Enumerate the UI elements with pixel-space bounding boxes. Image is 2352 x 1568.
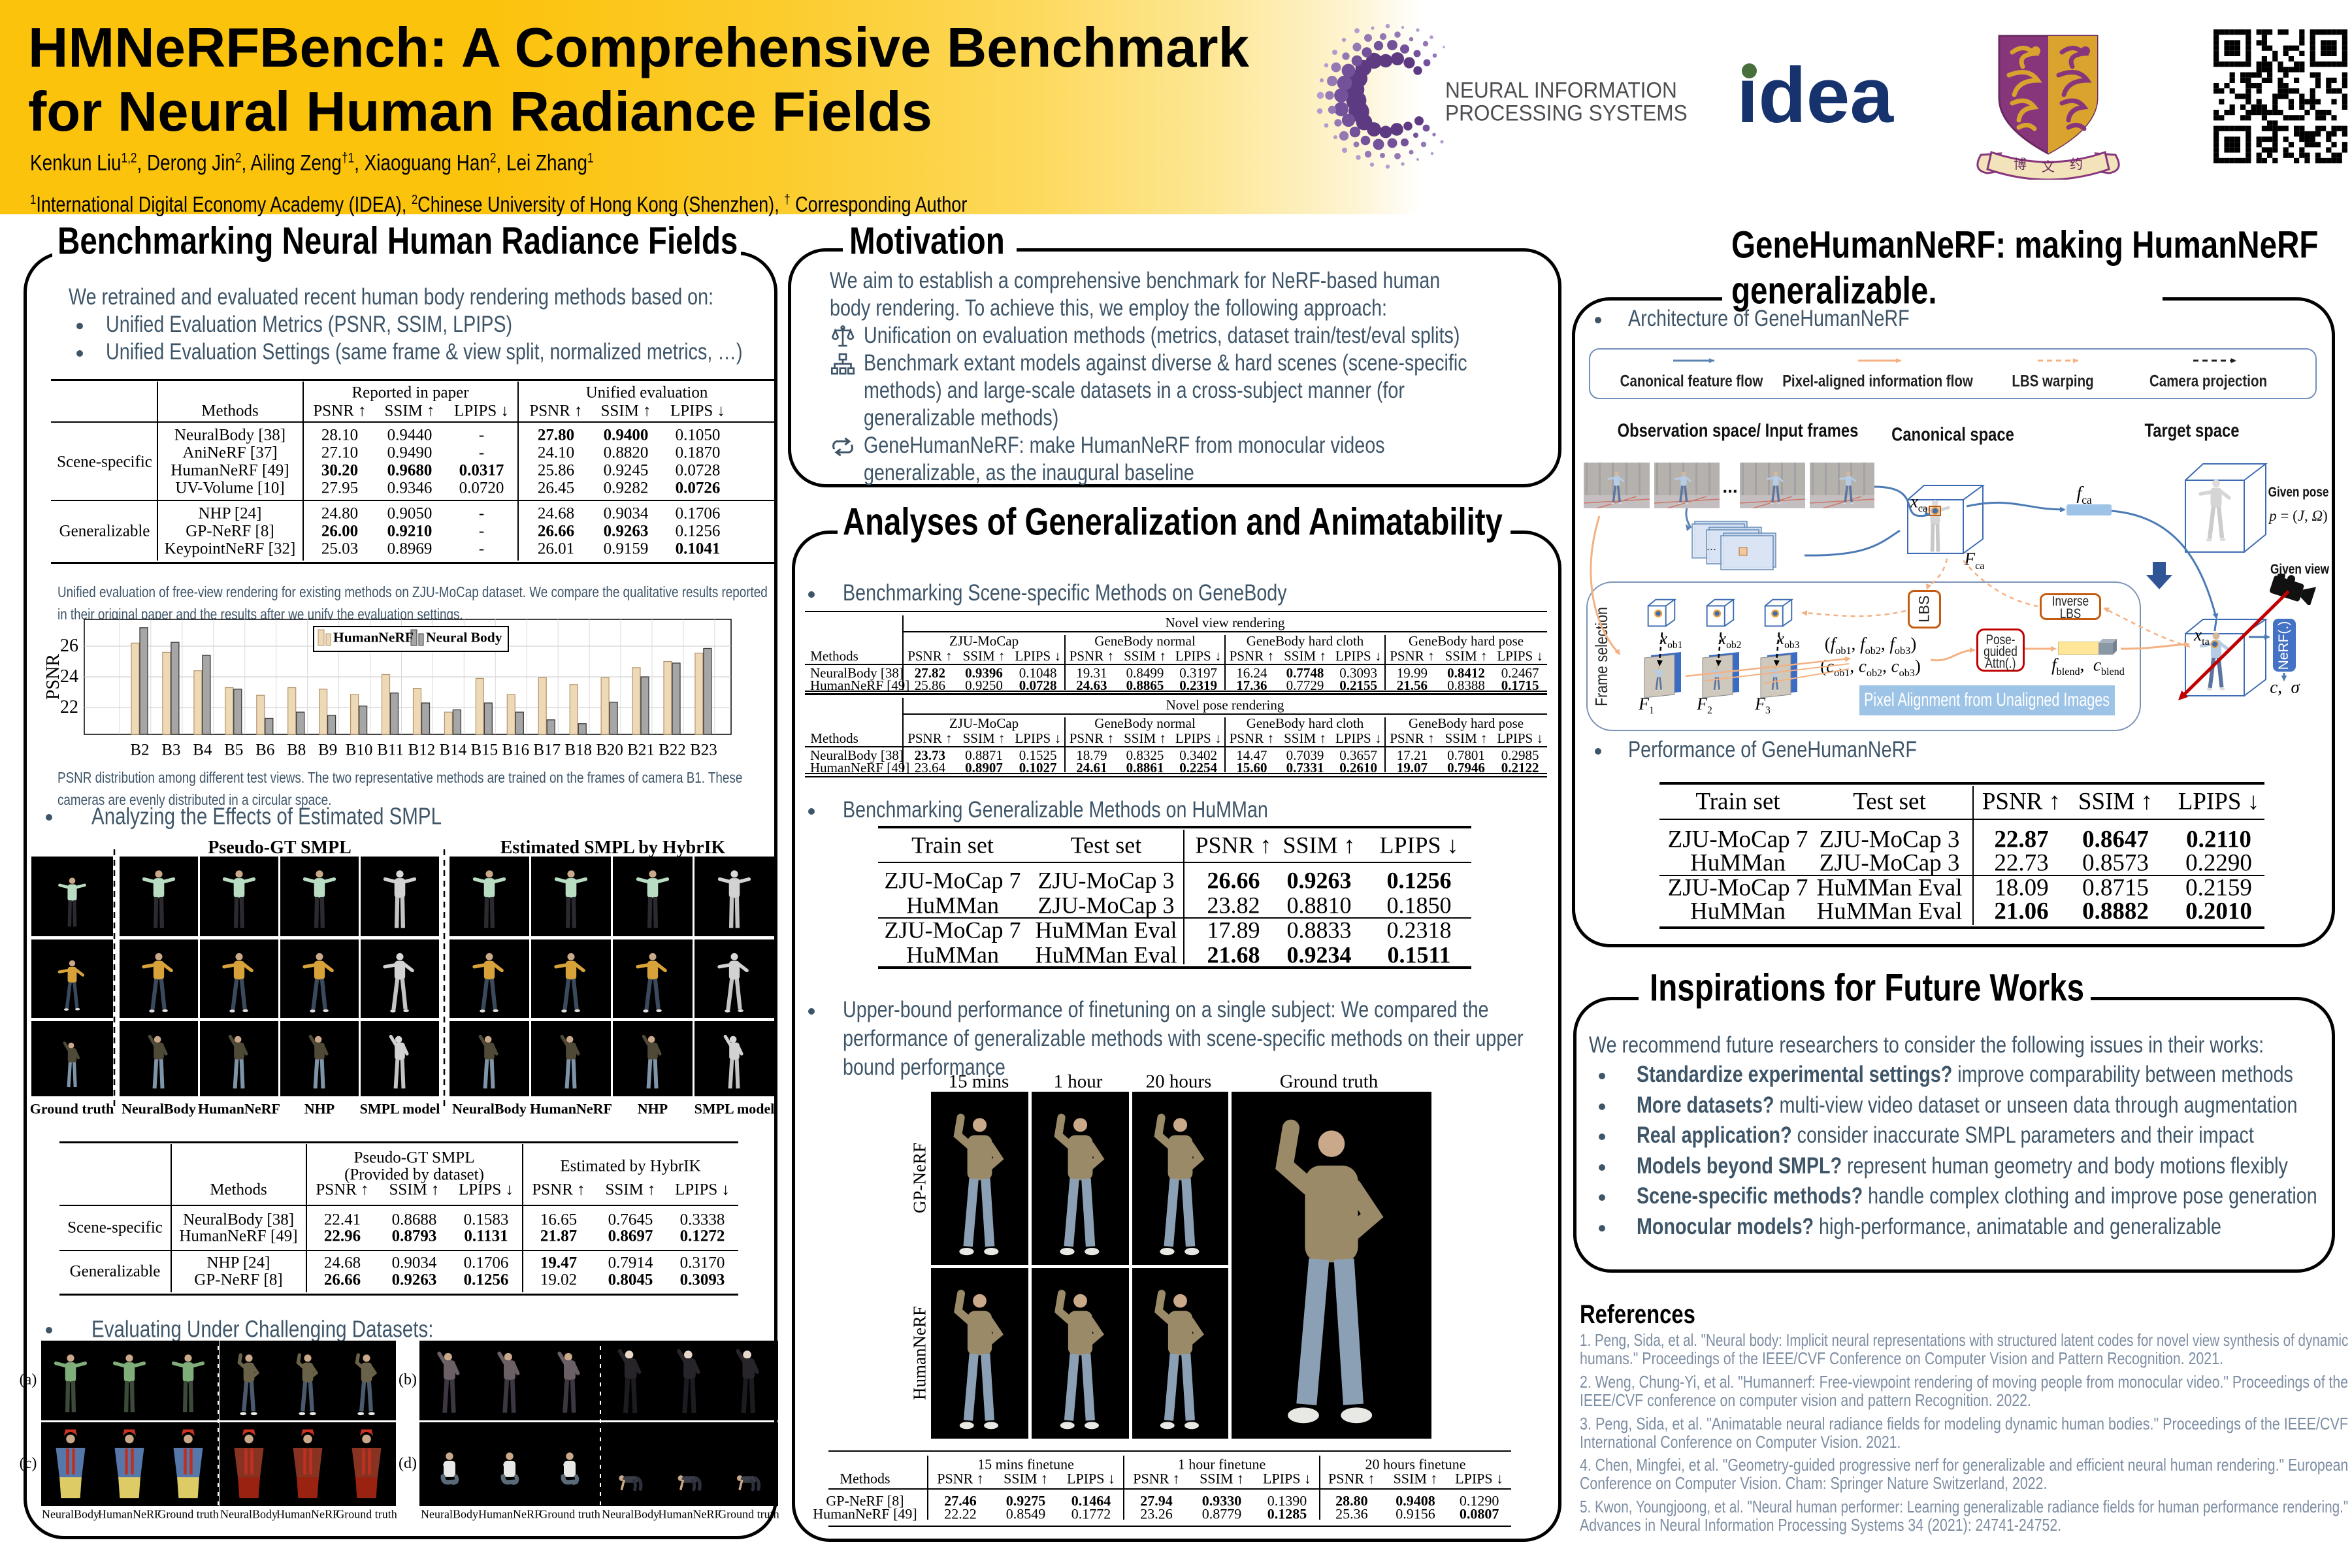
svg-text:约: 约 — [2070, 157, 2083, 172]
svg-text:...: ... — [1707, 540, 1716, 553]
svg-text:文: 文 — [2042, 159, 2055, 174]
svg-text:博: 博 — [2014, 157, 2027, 172]
